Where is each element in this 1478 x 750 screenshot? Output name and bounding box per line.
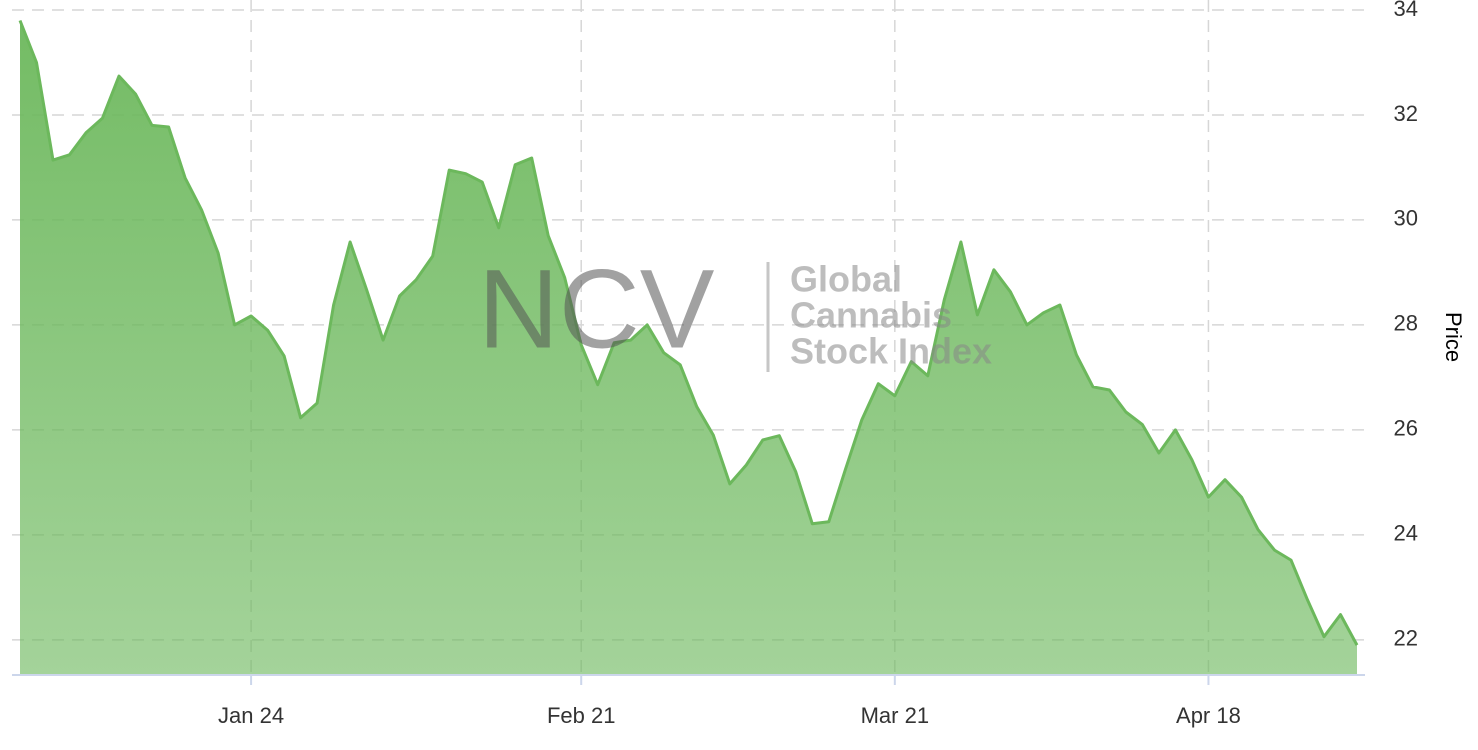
x-tick-label: Feb 21	[547, 703, 616, 728]
plot	[18, 19, 1359, 675]
watermark-text: Stock Index	[790, 331, 992, 372]
y-tick-label: 30	[1394, 206, 1418, 231]
watermark-logo: NCV	[478, 247, 715, 372]
watermark: NCV Global Cannabis Stock Index	[478, 247, 992, 372]
y-tick-label: 24	[1394, 521, 1418, 546]
line	[18, 19, 1359, 646]
y-tick-label: 34	[1394, 0, 1418, 21]
area	[20, 20, 1357, 675]
y-tick-label: 32	[1394, 101, 1418, 126]
watermark-text: Cannabis	[790, 295, 952, 336]
watermark-text: Global	[790, 259, 902, 300]
x-tick-label: Jan 24	[218, 703, 284, 728]
y-tick-label: 26	[1394, 416, 1418, 441]
y-axis-title: Price	[1441, 312, 1466, 362]
y-tick-label: 28	[1394, 311, 1418, 336]
y-tick-label: 22	[1394, 626, 1418, 651]
x-tick-label: Apr 18	[1176, 703, 1241, 728]
x-tick-label: Mar 21	[861, 703, 929, 728]
